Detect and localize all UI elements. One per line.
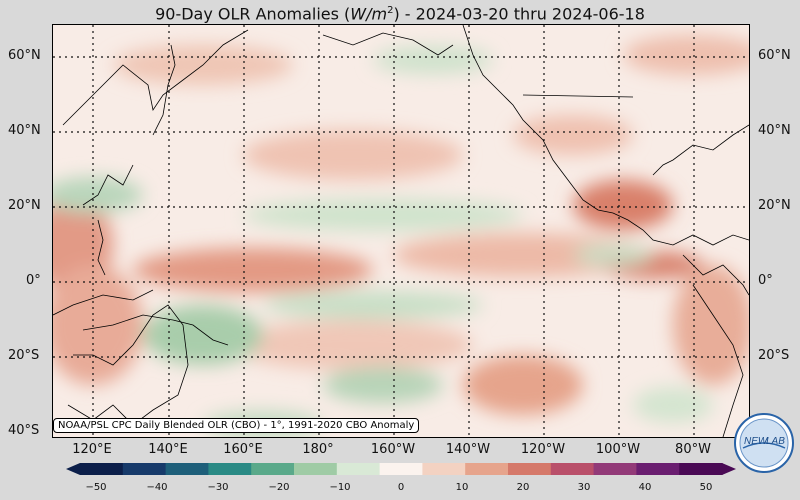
colorbar-segment	[679, 463, 723, 475]
colorbar-tick-label: 50	[699, 482, 713, 493]
lat-label-left-20n: 20°N	[8, 198, 41, 213]
colorbar-segment	[508, 463, 552, 475]
olr-anomaly-map	[52, 24, 750, 438]
colorbar-tick-label: 40	[638, 482, 652, 493]
lat-label-left-20s: 20°S	[8, 348, 40, 363]
map-title: 90-Day OLR Anomalies (W/m2) - 2024-03-20…	[155, 4, 645, 24]
graticule	[53, 25, 749, 437]
colorbar-tick-label: 30	[577, 482, 591, 493]
lon-label-120e: 120°E	[72, 442, 112, 457]
lon-label-180: 180°	[302, 442, 334, 457]
lat-label-right-20s: 20°S	[758, 348, 790, 363]
lon-label-140w: 140°W	[445, 442, 491, 457]
lat-label-left-40n: 40°N	[8, 123, 41, 138]
lon-label-120w: 120°W	[520, 442, 566, 457]
coastlines	[53, 25, 749, 437]
newlab-logo: NEW LAB	[734, 413, 794, 473]
lat-label-left-60n: 60°N	[8, 48, 41, 63]
colorbar-segment	[465, 463, 509, 475]
colorbar-segment	[636, 463, 680, 475]
colorbar-segment	[208, 463, 252, 475]
lat-label-right-40n: 40°N	[758, 123, 791, 138]
lon-label-160w: 160°W	[370, 442, 416, 457]
colorbar-tick-label: −30	[207, 482, 229, 493]
colorbar-segment	[294, 463, 338, 475]
lon-label-100w: 100°W	[595, 442, 641, 457]
lon-label-140e: 140°E	[148, 442, 188, 457]
colorbar-max-arrow	[722, 463, 736, 475]
colorbar-tick-label: 0	[397, 482, 405, 493]
colorbar	[66, 463, 736, 475]
colorbar-tick-label: −10	[329, 482, 351, 493]
lat-label-left-0: 0°	[26, 273, 41, 288]
colorbar-tick-label: −40	[146, 482, 168, 493]
lat-label-right-60n: 60°N	[758, 48, 791, 63]
colorbar-segment	[379, 463, 423, 475]
lat-label-right-20n: 20°N	[758, 198, 791, 213]
colorbar-tick-label: −50	[85, 482, 107, 493]
colorbar-segment	[80, 463, 124, 475]
colorbar-segment	[165, 463, 209, 475]
svg-text:LAB: LAB	[766, 436, 785, 447]
lon-label-80w: 80°W	[675, 442, 711, 457]
colorbar-segment	[550, 463, 595, 475]
colorbar-segment	[422, 463, 466, 475]
colorbar-segment	[593, 463, 637, 475]
lat-label-right-0: 0°	[758, 273, 773, 288]
colorbar-tick-label: 10	[455, 482, 469, 493]
colorbar-segment	[251, 463, 295, 475]
lon-label-160e: 160°E	[223, 442, 263, 457]
colorbar-min-arrow	[66, 463, 80, 475]
colorbar-tick-label: 20	[516, 482, 530, 493]
colorbar-segment	[122, 463, 167, 475]
map-canvas	[53, 25, 749, 437]
colorbar-segment	[336, 463, 381, 475]
data-source-note: NOAA/PSL CPC Daily Blended OLR (CBO) - 1…	[53, 418, 420, 433]
svg-text:NEW: NEW	[744, 436, 769, 447]
colorbar-tick-label: −20	[268, 482, 290, 493]
lat-label-left-40s: 40°S	[8, 423, 40, 438]
